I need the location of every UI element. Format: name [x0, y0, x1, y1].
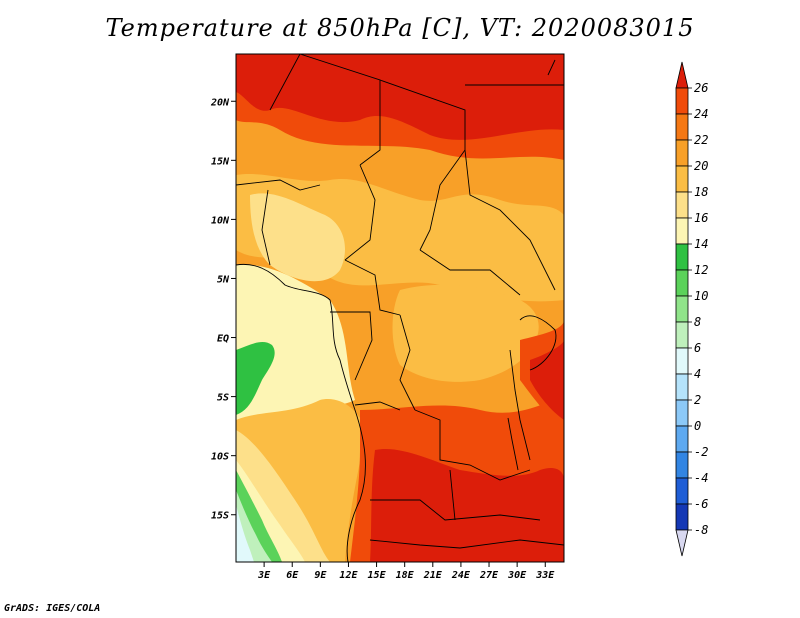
lon-tick-label: 33E	[535, 570, 555, 581]
colorbar-segment	[675, 139, 689, 167]
colorbar-segment	[675, 477, 689, 505]
lon-tick-label: 12E	[339, 570, 358, 581]
colorbar-bottom-arrow	[675, 529, 689, 557]
colorbar-segment	[675, 87, 689, 115]
colorbar-segment	[675, 425, 689, 453]
colorbar-top-arrow	[675, 61, 689, 89]
colorbar-label: 6	[694, 341, 701, 355]
lat-tick-label: 10S	[211, 452, 229, 463]
lon-tick-label: 6E	[286, 570, 299, 581]
lat-tick-label: 20N	[210, 97, 230, 108]
colorbar-label: 20	[694, 159, 708, 173]
lon-tick-label: 24E	[451, 570, 471, 581]
colorbar-label: 10	[694, 289, 708, 303]
colorbar-segment	[675, 373, 689, 401]
colorbar-segment	[675, 217, 689, 245]
colorbar-label: 12	[694, 263, 708, 277]
lon-tick-label: 30E	[507, 570, 527, 581]
colorbar-segment	[675, 165, 689, 193]
colorbar-label: -6	[694, 497, 708, 511]
lat-tick-label: 5S	[217, 393, 229, 404]
chart-title: Temperature at 850hPa [C], VT: 202008301…	[105, 14, 695, 42]
colorbar-segment	[675, 113, 689, 141]
lon-tick-label: 21E	[423, 570, 443, 581]
colorbar-label: 26	[694, 81, 708, 95]
colorbar-label: 0	[694, 419, 701, 433]
colorbar-segment	[675, 295, 689, 323]
colorbar-segment	[675, 451, 689, 479]
lon-tick-label: 15E	[368, 570, 387, 581]
colorbar-segment	[675, 191, 689, 219]
colorbar-segment	[675, 399, 689, 427]
colorbar-segment	[675, 321, 689, 349]
lat-tick-label: 15N	[211, 156, 230, 167]
lat-tick-label: 5N	[217, 274, 230, 285]
colorbar-segment	[675, 269, 689, 297]
longitude-axis: 3E 6E 9E 12E 15E 18E 21E 24E 27E 30E 33E	[257, 562, 555, 581]
country-borders	[236, 54, 564, 562]
lat-tick-label: EQ	[217, 334, 229, 345]
colorbar-label: 2	[694, 393, 701, 407]
latitude-axis: 20N 15N 10N 5N EQ 5S 10S 15S	[210, 97, 236, 522]
colorbar-label: 16	[694, 211, 708, 225]
lat-tick-label: 10N	[211, 215, 230, 226]
colorbar-label: -2	[694, 445, 708, 459]
colorbar-label: 8	[694, 315, 701, 329]
lat-tick-label: 15S	[211, 511, 229, 522]
lon-tick-label: 3E	[257, 570, 271, 581]
footer-credit: GrADS: IGES/COLA	[4, 603, 101, 614]
temperature-field	[236, 54, 564, 562]
colorbar-label: 18	[694, 185, 708, 199]
colorbar-label: 22	[694, 133, 708, 147]
colorbar-label: -4	[694, 471, 708, 485]
colorbar-label: -8	[694, 523, 708, 537]
lon-tick-label: 9E	[314, 570, 327, 581]
colorbar-segment	[675, 243, 689, 271]
colorbar-segment	[675, 347, 689, 375]
map-frame	[235, 53, 565, 563]
colorbar-label: 4	[694, 367, 701, 381]
lon-tick-label: 27E	[479, 570, 499, 581]
colorbar-label: 14	[694, 237, 708, 251]
lon-tick-label: 18E	[396, 570, 415, 581]
colorbar-label: 24	[694, 107, 708, 121]
colorbar-segment	[675, 503, 689, 531]
